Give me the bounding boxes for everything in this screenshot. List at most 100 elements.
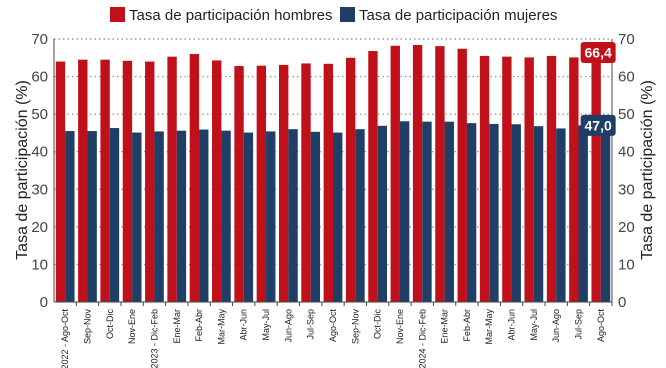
bar-mujeres [444, 121, 454, 303]
bar-hombres [457, 48, 467, 302]
y-tick-label-right: 40 [618, 144, 635, 161]
bar-mujeres [109, 128, 120, 302]
x-tick-label: Ago-Oct [328, 309, 338, 343]
bar-mujeres [399, 121, 410, 302]
bar-hombres [591, 52, 601, 303]
bar-mujeres [466, 123, 477, 302]
y-tick-label-right: 20 [618, 219, 635, 236]
y-ticks-left: 0 10 20 30 40 50 60 70 [31, 31, 48, 311]
x-tick-label: 2024 - Dic-Feb [417, 309, 427, 368]
bar-hombres [145, 61, 155, 302]
x-tick-label: May-Jul [261, 309, 271, 341]
y-tick-label-right: 0 [618, 294, 626, 311]
bar-hombres [122, 60, 133, 302]
bar-mujeres [65, 131, 75, 302]
x-tick-label: Feb-Abr [462, 309, 472, 342]
y-tick-label-left: 60 [31, 69, 48, 86]
bar-mujeres [333, 132, 343, 302]
bar-hombres [412, 45, 423, 303]
bar-mujeres [377, 125, 388, 302]
bar-hombres [278, 64, 289, 302]
x-tick-label: Ene-Mar [172, 309, 182, 344]
bar-hombres [502, 56, 512, 303]
x-tick-label: Abr-Jun [507, 309, 517, 341]
bar-mujeres [176, 130, 187, 302]
bar-mujeres [511, 124, 521, 302]
bar-mujeres [533, 126, 544, 302]
bar-mujeres [556, 128, 566, 302]
legend: Tasa de participación hombres Tasa de pa… [110, 7, 557, 24]
bars [55, 45, 611, 303]
y-tick-label-left: 70 [31, 31, 48, 48]
y-tick-label-right: 50 [618, 106, 635, 123]
bar-mujeres [243, 132, 254, 302]
bar-hombres [524, 57, 534, 302]
x-tick-label: Jul-Sep [574, 309, 584, 340]
x-tick-label: Mar-May [216, 309, 226, 345]
callout-hombres-label: 66,4 [585, 45, 612, 61]
bar-hombres [256, 65, 267, 302]
y-tick-label-right: 60 [618, 69, 635, 86]
bar-hombres [100, 59, 110, 302]
legend-label-mujeres: Tasa de participación mujeres [359, 7, 557, 24]
x-tick-label: Jun-Ago [283, 309, 293, 343]
x-tick-label: Nov-Ene [395, 309, 405, 344]
bar-hombres [55, 61, 66, 302]
bar-hombres [345, 57, 356, 303]
bar-mujeres [355, 129, 365, 302]
bar-mujeres [489, 123, 499, 302]
bar-hombres [435, 46, 445, 302]
y-tick-label-left: 30 [31, 181, 48, 198]
bar-mujeres [422, 121, 432, 303]
bar-mujeres [199, 129, 209, 302]
x-tick-label: Oct-Dic [373, 309, 383, 339]
x-tick-label: Feb-Abr [194, 309, 204, 342]
callout-mujeres-box [580, 114, 616, 136]
bar-hombres [323, 63, 333, 302]
callout-mujeres-label: 47,0 [585, 117, 612, 133]
x-tick-label: 2023 - Dic-Feb [149, 309, 159, 368]
y-axis-title-right: Tasa de participación (%) [639, 80, 656, 260]
x-tick-label: Abr-Jun [239, 309, 249, 341]
bar-hombres [368, 51, 378, 302]
y-ticks-right: 0 10 20 30 40 50 60 70 [618, 31, 635, 311]
bar-hombres [569, 57, 579, 302]
x-tick-label: Sep-Nov [82, 309, 92, 345]
callouts: 66,4 47,0 [580, 42, 616, 136]
x-tick-label: 2022 - Ago-Oct [60, 309, 70, 368]
bar-mujeres [154, 131, 164, 302]
bar-hombres [546, 55, 557, 303]
x-ticks: 2022 - Ago-Oct Sep-Nov Oct-Dic Nov-Ene 2023 … [60, 309, 606, 368]
x-tick-label: Ene-Mar [440, 309, 450, 344]
legend-swatch-hombres [110, 7, 125, 22]
legend-swatch-mujeres [340, 7, 355, 22]
x-tick-label: May-Jul [529, 309, 539, 341]
x-tick-label: Oct-Dic [105, 309, 115, 339]
bar-hombres [390, 45, 400, 303]
bar-hombres [234, 66, 244, 303]
bar-mujeres [310, 131, 321, 302]
x-tick-label: Nov-Ene [127, 309, 137, 344]
x-tick-label: Ago-Oct [596, 309, 606, 343]
bar-hombres [167, 56, 177, 303]
bar-hombres [479, 55, 490, 303]
bar-mujeres [132, 132, 142, 302]
y-tick-label-left: 10 [31, 256, 48, 273]
y-tick-label-right: 10 [618, 256, 635, 273]
bar-hombres [189, 54, 200, 303]
bar-mujeres [578, 125, 588, 303]
bar-mujeres [288, 129, 298, 302]
y-tick-label-right: 30 [618, 181, 635, 198]
bar-hombres [212, 60, 222, 303]
y-tick-label-left: 50 [31, 106, 48, 123]
bar-hombres [301, 63, 311, 302]
legend-label-hombres: Tasa de participación hombres [129, 7, 332, 24]
axes [53, 39, 613, 306]
callout-hombres-box [580, 42, 616, 64]
bar-hombres [78, 59, 88, 302]
y-axis-title-left: Tasa de participación (%) [14, 80, 31, 260]
x-tick-label: Jun-Ago [551, 309, 561, 343]
y-tick-label-left: 0 [40, 294, 48, 311]
x-tick-label: Mar-May [484, 309, 494, 345]
